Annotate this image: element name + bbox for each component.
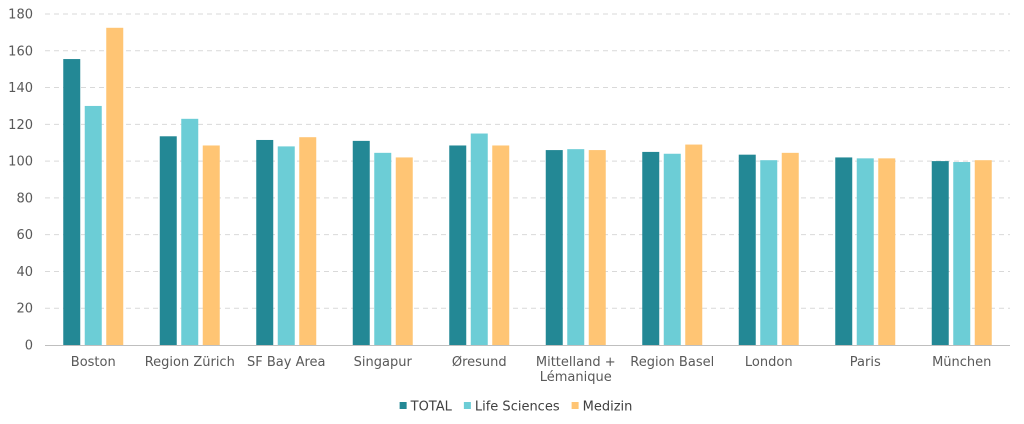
y-tick-label: 0 [25, 339, 33, 354]
x-category-label: Boston [71, 355, 116, 370]
y-tick-label: 140 [8, 81, 33, 96]
x-category-label-line: Region Zürich [145, 355, 235, 370]
bar-total [256, 139, 274, 345]
legend-label: TOTAL [410, 400, 453, 415]
bar-total [545, 150, 563, 345]
bar-life-sciences [760, 160, 778, 345]
x-category-label: Mittelland + Lémanique [536, 355, 616, 385]
bar-medizin [202, 145, 220, 345]
x-category-label-line: München [932, 355, 991, 370]
legend-swatch [399, 402, 407, 409]
bar-medizin [106, 27, 124, 346]
bar-total [63, 59, 81, 346]
bar-total [159, 136, 177, 345]
bar-medizin [588, 150, 606, 345]
bar-medizin [878, 158, 896, 345]
bar-life-sciences [856, 158, 874, 345]
x-category-label-line: Boston [71, 355, 116, 370]
bar-life-sciences [181, 118, 199, 345]
y-axis-tick-labels: 0 20 40 60 80 100 120 140 160 180 [8, 8, 33, 354]
x-category-label-line: Region Basel [630, 355, 714, 370]
bar-life-sciences [84, 105, 102, 345]
bar-total [642, 151, 660, 345]
legend-label: Life Sciences [475, 400, 560, 415]
bar-life-sciences [953, 162, 971, 345]
legend-swatch [463, 402, 471, 409]
y-tick-label: 100 [8, 155, 33, 170]
x-category-label-line: Mittelland + [536, 355, 616, 370]
x-category-label: Region Basel [630, 355, 714, 370]
y-tick-label: 20 [16, 302, 33, 317]
y-tick-label: 80 [16, 191, 33, 206]
bar-total [449, 145, 467, 345]
x-category-label: München [932, 355, 991, 370]
x-category-label: Paris [850, 355, 881, 370]
bar-total [835, 157, 853, 345]
legend-item: Medizin [571, 400, 633, 415]
legend-label: Medizin [583, 400, 633, 415]
bar-medizin [299, 137, 317, 345]
bar-life-sciences [277, 146, 295, 345]
x-category-label-line: Lémanique [540, 370, 612, 385]
bar-medizin [395, 157, 413, 345]
legend-item: Life Sciences [463, 400, 560, 415]
x-axis-category-labels: Boston Region Zürich SF Bay Area Singapur Ør… [71, 355, 992, 385]
bar-total [931, 161, 949, 345]
bar-life-sciences [470, 133, 488, 345]
bar-life-sciences [663, 153, 681, 345]
x-category-label-line: Paris [850, 355, 881, 370]
x-category-label-line: Øresund [452, 355, 507, 370]
bar-life-sciences [567, 149, 585, 345]
legend: TOTAL Life Sciences Medizin [399, 400, 633, 415]
y-tick-label: 160 [8, 44, 33, 59]
x-category-label-line: Singapur [354, 355, 413, 370]
x-category-label: Region Zürich [145, 355, 235, 370]
x-category-label: Singapur [354, 355, 413, 370]
legend-item: TOTAL [399, 400, 453, 415]
legend-swatch [571, 402, 579, 409]
x-category-label: Øresund [452, 355, 507, 370]
bar-total [352, 140, 370, 345]
y-tick-label: 120 [8, 118, 33, 133]
bar-life-sciences [374, 152, 392, 345]
y-tick-label: 180 [8, 8, 33, 23]
bar-medizin [492, 145, 510, 345]
x-category-label: London [745, 355, 793, 370]
bar-total [738, 154, 756, 345]
x-category-label-line: London [745, 355, 793, 370]
y-tick-label: 40 [16, 265, 33, 280]
bars [63, 27, 992, 346]
bar-medizin [974, 160, 992, 345]
x-category-label: SF Bay Area [247, 355, 326, 370]
bar-medizin [685, 144, 703, 345]
x-category-label-line: SF Bay Area [247, 355, 326, 370]
y-tick-label: 60 [16, 228, 33, 243]
bar-medizin [781, 152, 799, 345]
